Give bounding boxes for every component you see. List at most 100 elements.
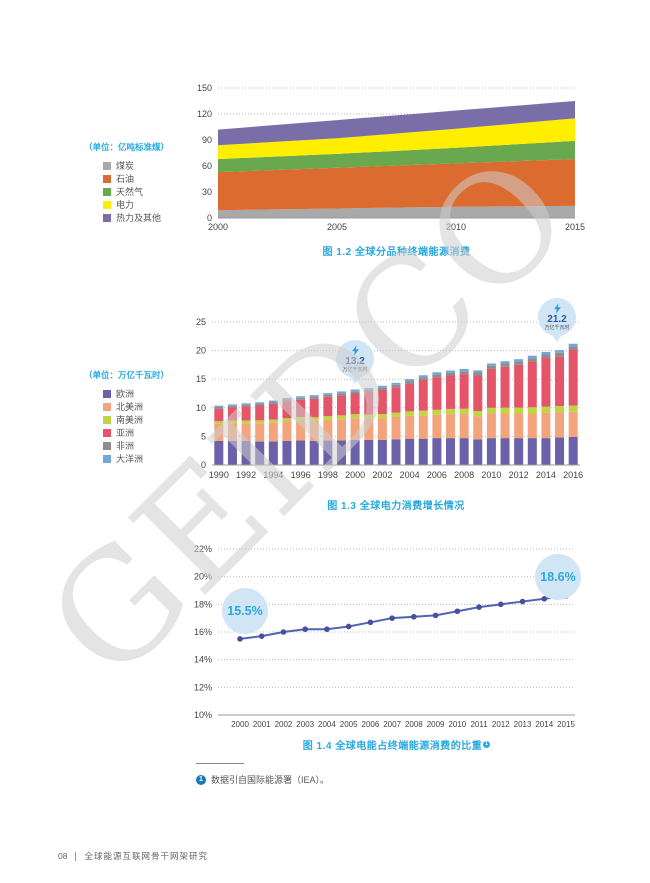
bar-segment-4 [527, 358, 537, 362]
bar-segment-1 [568, 411, 578, 437]
bar-segment-1 [255, 423, 265, 442]
legend-swatch-icon [103, 428, 111, 437]
callout-unit: 万亿千瓦时 [544, 324, 570, 331]
bar-segment-3 [473, 375, 483, 412]
bar-1990 [214, 405, 224, 465]
data-point-2010 [454, 608, 461, 615]
bar-segment-5 [541, 351, 551, 355]
legend-fig-1-2: （单位：亿吨标准煤） 煤炭 石油 天然气 电力 热力及其他 [84, 141, 209, 224]
line-chart-fig-1-4: 10% 12% 14% 16% 18% 20% 22% 2000 2001 2002 2003 200… [194, 544, 575, 729]
bar-segment-2 [541, 406, 551, 413]
bar-segment-5 [527, 355, 537, 359]
bar-segment-3 [405, 383, 415, 412]
axis-tick-label: 2015 [565, 222, 585, 232]
bar-segment-3 [418, 379, 428, 411]
bar-segment-3 [377, 389, 387, 414]
bar-segment-4 [296, 397, 306, 400]
bar-segment-5 [405, 379, 415, 382]
axis-tick-label: 2002 [275, 720, 293, 729]
footnote-reference-icon: 1 [483, 740, 491, 748]
callout-2016-value: 21.2 万亿千瓦时 [538, 298, 576, 342]
bar-segment-1 [214, 423, 224, 441]
bar-segment-1 [323, 419, 333, 441]
bar-segment-4 [309, 396, 319, 399]
bar-segment-0 [296, 440, 306, 465]
bar-segment-5 [459, 369, 469, 372]
bar-2002 [377, 385, 387, 465]
axis-tick-label: 2004 [318, 720, 336, 729]
axis-tick-label: 1998 [318, 470, 338, 480]
bar-segment-3 [391, 387, 401, 413]
bar-segment-2 [323, 416, 333, 420]
bar-2000 [350, 389, 360, 465]
bar-segment-0 [364, 439, 374, 465]
data-point-2005 [345, 623, 352, 630]
bar-segment-3 [446, 375, 456, 409]
axis-tick-label: 5 [201, 431, 206, 441]
axis-tick-label: 90 [202, 135, 212, 145]
callout-value: 21.2 [547, 313, 567, 325]
axis-tick-label: 2004 [400, 470, 420, 480]
callout-value: 13.2 [345, 355, 365, 367]
axis-tick-label: 2014 [535, 720, 553, 729]
bar-segment-3 [555, 356, 565, 407]
axis-tick-label: 2000 [231, 720, 249, 729]
bar-1999 [336, 391, 346, 465]
axis-tick-label: 18% [194, 599, 212, 609]
bar-segment-1 [364, 418, 374, 440]
bar-segment-0 [255, 441, 265, 465]
bar-segment-0 [446, 438, 456, 465]
bar-segment-1 [555, 412, 565, 438]
bar-segment-4 [555, 352, 565, 357]
bar-segment-0 [432, 438, 442, 465]
legend-label: 大洋洲 [116, 454, 144, 464]
callout-label: 18.6% [540, 570, 576, 584]
legend-label: 煤炭 [116, 161, 135, 171]
bar-2015 [555, 350, 565, 465]
bar-2006 [432, 372, 442, 465]
axis-tick-label: 22% [194, 544, 212, 554]
bar-segment-2 [350, 414, 360, 419]
legend-swatch-icon [103, 454, 111, 463]
data-point-2002 [280, 629, 287, 635]
bar-segment-3 [486, 368, 496, 408]
page-number: 08 [58, 851, 68, 861]
bar-segment-1 [282, 421, 292, 441]
bar-segment-2 [214, 421, 224, 424]
bar-segment-4 [214, 406, 224, 409]
bar-1993 [255, 402, 265, 465]
callout-2000-value: 13.2 万亿千瓦时 [336, 340, 374, 384]
bar-segment-1 [418, 415, 428, 439]
bar-segment-5 [296, 396, 306, 398]
bar-2003 [391, 382, 401, 465]
legend-item: 北美洲 [103, 400, 209, 413]
bar-segment-2 [446, 408, 456, 415]
data-point-2012 [498, 601, 504, 608]
legend-item: 非洲 [103, 439, 209, 452]
axis-tick-label: 2010 [446, 222, 466, 232]
bar-segment-4 [418, 377, 428, 380]
axis-tick-label: 2015 [557, 720, 575, 729]
bar-segment-4 [486, 365, 496, 369]
axis-tick-label: 10 [196, 403, 206, 413]
area-series-2 [218, 140, 575, 173]
bar-segment-4 [432, 374, 442, 378]
bar-2016 [568, 343, 578, 465]
footnote-text: 数据引自国际能源署（IEA）。 [211, 775, 330, 785]
footnote-marker-icon: 1 [196, 774, 206, 785]
bar-segment-0 [568, 436, 578, 465]
bar-segment-4 [459, 371, 469, 375]
bar-segment-5 [268, 400, 278, 402]
data-point-2004 [324, 626, 330, 633]
bar-segment-5 [255, 402, 265, 404]
bar-2010 [486, 363, 496, 465]
bar-segment-1 [459, 414, 469, 439]
bar-segment-5 [446, 370, 456, 373]
page-footer: 08 全球能源互联网骨干网架研究 [58, 850, 208, 862]
legend-item: 石油 [103, 172, 209, 185]
bar-2009 [473, 370, 483, 465]
legend-item: 电力 [103, 198, 209, 211]
axis-tick-label: 120 [197, 109, 212, 119]
bar-segment-5 [391, 382, 401, 385]
data-point-2006 [367, 619, 374, 626]
